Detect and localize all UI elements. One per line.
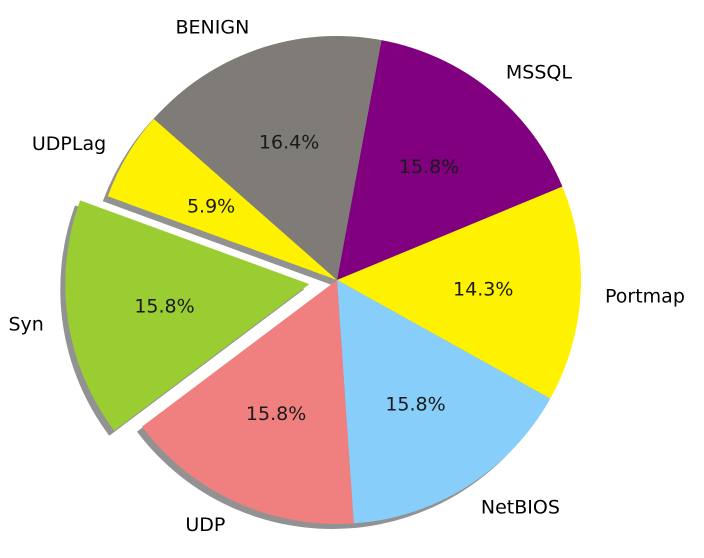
slice-udplag: [107, 118, 337, 280]
slice-benign: [153, 36, 382, 281]
slice-percent-netbios: 15.8%: [385, 394, 445, 416]
slice-mssql: [337, 40, 563, 281]
slice-percent-portmap: 14.3%: [453, 278, 513, 300]
slice-label-syn: Syn: [8, 314, 43, 336]
slice-label-portmap: Portmap: [605, 285, 685, 307]
slice-percent-udp: 15.8%: [246, 403, 306, 425]
slice-netbios: [337, 280, 551, 524]
slice-udp: [141, 280, 354, 525]
slice-portmap: [337, 186, 582, 399]
slice-labels: MSSQL 15.8% Portmap 14.3% NetBIOS 15.8% UDP 15.…: [8, 16, 684, 536]
slice-percent-benign: 16.4%: [259, 132, 319, 154]
slice-label-mssql: MSSQL: [506, 61, 572, 83]
slice-percent-udplag: 5.9%: [187, 195, 235, 217]
slice-label-netbios: NetBIOS: [481, 497, 560, 519]
slice-percent-syn: 15.8%: [134, 296, 194, 318]
slice-label-udp: UDP: [185, 514, 225, 536]
slice-syn: [65, 200, 310, 431]
pie-slices: [65, 36, 582, 525]
slice-label-benign: BENIGN: [176, 16, 250, 38]
slice-percent-mssql: 15.8%: [399, 156, 459, 178]
slice-label-udplag: UDPLag: [32, 133, 106, 155]
